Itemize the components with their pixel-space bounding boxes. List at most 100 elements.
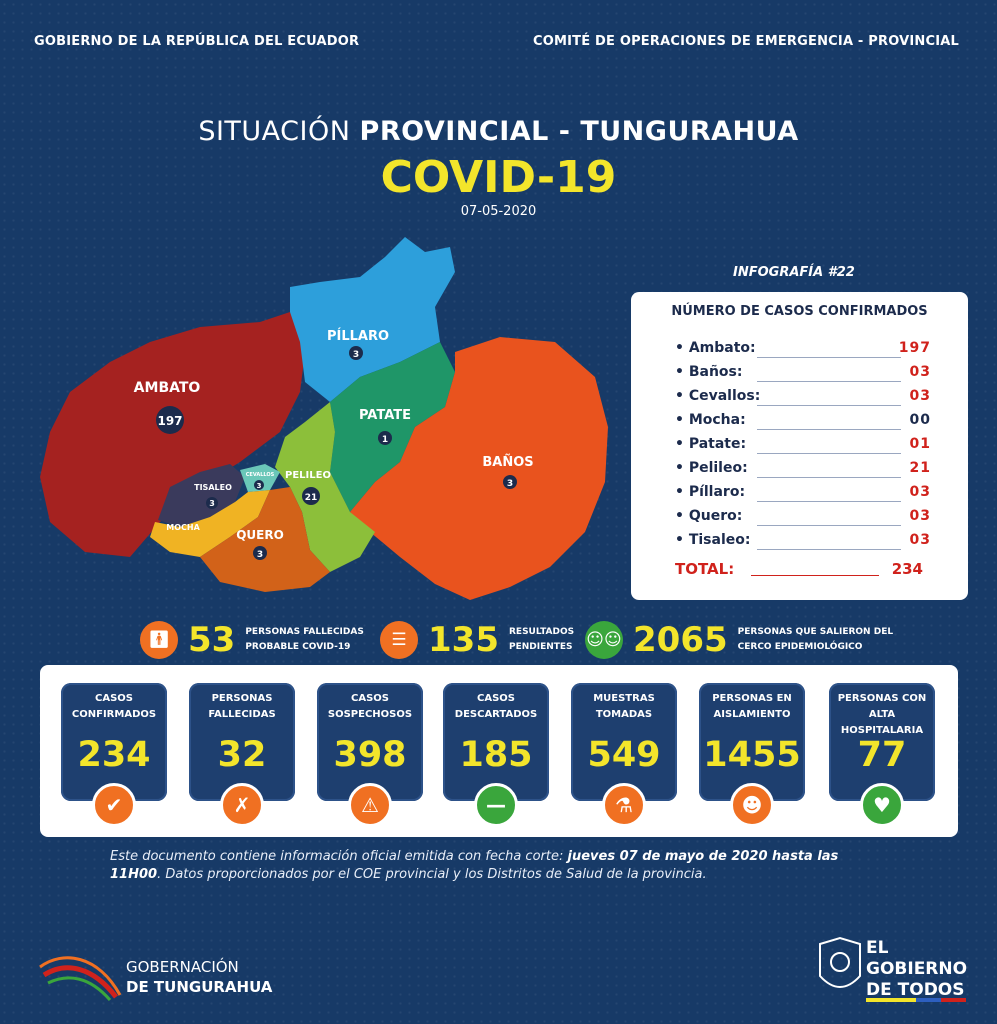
title-bold: PROVINCIAL - TUNGURAHUA	[359, 116, 799, 147]
map-count-patate: 1	[382, 435, 388, 445]
el-gobierno-de-todos-text: EL GOBIERNO DE TODOS	[866, 938, 968, 1000]
stat-box-label: CASOS SOSPECHOSOS	[327, 693, 413, 720]
stat-box-label: MUESTRAS TOMADAS	[593, 693, 655, 720]
stat-box-deceased: PERSONAS FALLECIDAS 32 ✗	[189, 683, 295, 827]
stat-box-label: PERSONAS FALLECIDAS	[208, 693, 276, 720]
map-label-quero: QUERO	[236, 528, 284, 542]
map-count-pelileo: 21	[305, 493, 318, 503]
map-label-mocha: MOCHA	[166, 523, 200, 532]
stat-box-samples: MUESTRAS TOMADAS 549 ⚗	[571, 683, 677, 827]
stat-box-label: PERSONAS EN AISLAMIENTO	[712, 693, 792, 720]
disclaimer-text: Este documento contiene información ofic…	[110, 849, 839, 882]
infografia-label: INFOGRAFÍA #22	[733, 265, 855, 280]
cases-row-name: Píllaro:	[675, 484, 745, 500]
map-region-pelileo	[275, 402, 375, 572]
cases-row-value: 03	[909, 388, 931, 404]
report-date: 07-05-2020	[460, 204, 537, 219]
stat-box-label: CASOS CONFIRMADOS	[71, 693, 157, 720]
stat-box-number: 77	[857, 735, 907, 775]
map-region-patate	[330, 342, 455, 512]
map-count-ambato: 197	[157, 414, 182, 428]
mid-stat-label: PERSONAS FALLECIDAS PROBABLE COVID-19	[245, 627, 364, 652]
map-region-cevallos	[240, 464, 280, 492]
person-deceased-icon: 🚹︎	[140, 621, 178, 659]
cases-row-ambato: Ambato: 197	[675, 340, 931, 360]
title-prefix: SITUACIÓN	[198, 116, 360, 147]
stat-box-number: 234	[77, 735, 151, 775]
cases-row-pillaro: Píllaro: 03	[675, 484, 931, 504]
stat-box-number: 549	[587, 735, 661, 775]
mid-stat-deceased: 🚹︎ 53 PERSONAS FALLECIDAS PROBABLE COVID-…	[140, 620, 364, 660]
map-label-pillaro: PÍLLARO	[327, 328, 389, 344]
header-left: GOBIERNO DE LA REPÚBLICA DEL ECUADOR	[34, 34, 360, 49]
stat-box-label: PERSONAS CON ALTA HOSPITALARIA	[837, 693, 927, 736]
cases-row-name: Baños:	[675, 364, 743, 380]
stat-box-isolation: PERSONAS EN AISLAMIENTO 1455 ☻	[699, 683, 805, 827]
cases-total-value: 234	[891, 560, 923, 578]
map-count-cevallos: 3	[257, 482, 262, 490]
stat-box-number: 398	[333, 735, 407, 775]
cases-row-cevallos: Cevallos: 03	[675, 388, 931, 408]
covid-title: COVID-19	[380, 152, 617, 203]
map-region-ambato	[40, 312, 305, 557]
cases-row-name: Quero:	[675, 508, 742, 524]
gobernacion-text: GOBERNACIÓN DE TUNGURAHUA	[126, 958, 273, 996]
minus-icon: —	[474, 783, 518, 827]
mid-stat-label: PERSONAS QUE SALIERON DEL CERCO EPIDEMIOL…	[737, 627, 894, 652]
map-region-banos	[350, 337, 608, 600]
mid-stat-label: RESULTADOS PENDIENTES	[508, 627, 575, 652]
cases-row-value: 03	[909, 364, 931, 380]
map-label-patate: PATATE	[359, 408, 411, 423]
map-label-tisaleo: TISALEO	[194, 483, 232, 492]
stat-box-number: 1455	[703, 735, 801, 775]
cases-row-name: Tisaleo:	[675, 532, 751, 548]
cases-row-value: 03	[909, 484, 931, 500]
cases-row-banos: Baños: 03	[675, 364, 931, 384]
stat-box-discarded: CASOS DESCARTADOS 185 —	[443, 683, 549, 827]
stat-box-suspected: CASOS SOSPECHOSOS 398 ⚠	[317, 683, 423, 827]
cases-table-title: NÚMERO DE CASOS CONFIRMADOS	[671, 304, 928, 319]
cases-row-value: 01	[909, 436, 931, 452]
map-region-tisaleo	[158, 464, 245, 527]
cases-row-patate: Patate: 01	[675, 436, 931, 456]
province-map: AMBATO 197 PÍLLARO 3 PATATE 1 BAÑOS 3 PE…	[40, 237, 608, 600]
map-label-ambato: AMBATO	[134, 380, 201, 396]
cases-total-row: TOTAL: 234	[675, 560, 923, 578]
map-count-tisaleo: 3	[209, 499, 215, 508]
cases-row-quero: Quero: 03	[675, 508, 931, 528]
map-label-cevallos: CEVALLOS	[246, 472, 275, 478]
stat-box-discharged: PERSONAS CON ALTA HOSPITALARIA 77 ♥	[829, 683, 935, 827]
cases-table-card: NÚMERO DE CASOS CONFIRMADOS Ambato: 197 B…	[631, 292, 968, 600]
cases-row-mocha: Mocha: 00	[675, 412, 931, 432]
map-region-mocha	[150, 490, 270, 557]
isolation-people-icon: ☻	[730, 783, 774, 827]
stat-box-number: 185	[459, 735, 533, 775]
map-count-quero: 3	[257, 550, 263, 560]
confirmed-icon: ✔	[92, 783, 136, 827]
cases-row-name: Patate:	[675, 436, 746, 452]
microscope-icon: ⚗	[602, 783, 646, 827]
cases-row-value: 21	[909, 460, 931, 476]
mid-stat-number: 53	[188, 620, 236, 660]
map-region-pillaro	[290, 237, 455, 402]
map-region-quero	[200, 487, 330, 592]
cases-row-value: 03	[909, 508, 931, 524]
mid-stat-pending: ☰ 135 RESULTADOS PENDIENTES	[380, 620, 574, 660]
gobernacion-logo	[39, 956, 122, 1001]
mid-stat-number: 135	[428, 620, 499, 660]
heart-pulse-icon: ♥	[860, 783, 904, 827]
cases-row-name: Pelileo:	[675, 460, 748, 476]
cases-row-name: Ambato:	[675, 340, 756, 356]
mid-stat-number: 2065	[633, 620, 728, 660]
header-right: COMITÉ DE OPERACIONES DE EMERGENCIA - PR…	[532, 34, 959, 49]
person-deceased-icon: ✗	[220, 783, 264, 827]
people-icon: ☺☺	[585, 621, 623, 659]
clipboard-icon: ☰	[380, 621, 418, 659]
map-count-banos: 3	[507, 479, 513, 489]
suspect-icon: ⚠	[348, 783, 392, 827]
stat-box-number: 32	[217, 735, 267, 775]
cases-row-name: Cevallos:	[675, 388, 761, 404]
cases-row-name: Mocha:	[675, 412, 746, 428]
coat-of-arms-icon	[819, 936, 966, 1002]
map-label-banos: BAÑOS	[482, 454, 533, 470]
